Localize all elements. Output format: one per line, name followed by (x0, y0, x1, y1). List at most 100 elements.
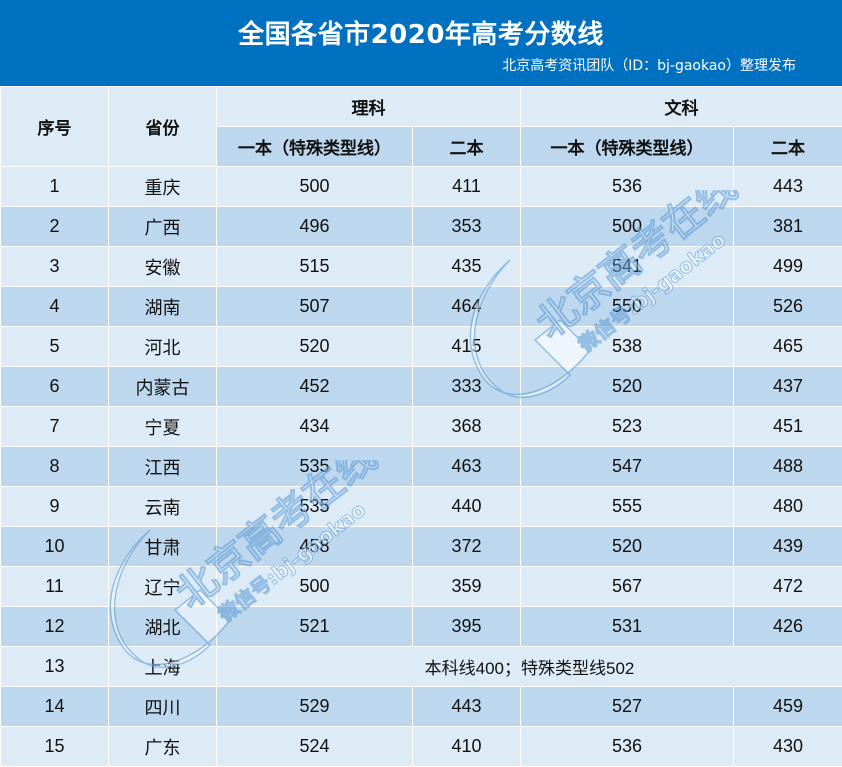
page-title: 全国各省市2020年高考分数线 (238, 20, 604, 50)
cell-province: 宁夏 (108, 406, 217, 447)
cell-arts-tier1: 536 (520, 166, 734, 207)
cell-arts-tier2: 381 (733, 206, 842, 247)
cell-science-tier2: 368 (412, 406, 521, 447)
table-row: 1 重庆 500 411 536 443 (0, 166, 842, 207)
cell-index: 4 (0, 286, 109, 327)
table-row: 10 甘肃 458 372 520 439 (0, 526, 842, 567)
cell-province: 江西 (108, 446, 217, 487)
header-province: 省份 (108, 86, 217, 167)
table-row: 12 湖北 521 395 531 426 (0, 606, 842, 647)
cell-arts-tier1: 520 (520, 366, 734, 407)
cell-province: 上海 (108, 646, 217, 687)
table-row: 15 广东 524 410 536 430 (0, 726, 842, 767)
cell-science-tier1: 529 (216, 686, 413, 727)
cell-arts-tier1: 531 (520, 606, 734, 647)
cell-arts-tier1: 500 (520, 206, 734, 247)
cell-science-tier1: 500 (216, 166, 413, 207)
cell-science-tier1: 458 (216, 526, 413, 567)
cell-science-tier1: 496 (216, 206, 413, 247)
cell-note: 本科线400；特殊类型线502 (216, 646, 842, 687)
cell-arts-tier2: 430 (733, 726, 842, 767)
cell-province: 甘肃 (108, 526, 217, 567)
cell-arts-tier2: 480 (733, 486, 842, 527)
cell-province: 四川 (108, 686, 217, 727)
cell-index: 9 (0, 486, 109, 527)
cell-index: 12 (0, 606, 109, 647)
cell-science-tier1: 521 (216, 606, 413, 647)
cell-province: 安徽 (108, 246, 217, 287)
cell-science-tier2: 411 (412, 166, 521, 207)
cell-science-tier1: 535 (216, 486, 413, 527)
cell-science-tier2: 443 (412, 686, 521, 727)
header-arts-tier2: 二本 (733, 126, 842, 167)
cell-province: 辽宁 (108, 566, 217, 607)
cell-index: 7 (0, 406, 109, 447)
header-science: 理科 (216, 86, 521, 127)
table-row: 14 四川 529 443 527 459 (0, 686, 842, 727)
table-row: 7 宁夏 434 368 523 451 (0, 406, 842, 447)
cell-arts-tier2: 459 (733, 686, 842, 727)
cell-arts-tier2: 443 (733, 166, 842, 207)
cell-arts-tier1: 550 (520, 286, 734, 327)
cell-science-tier2: 464 (412, 286, 521, 327)
cell-index: 8 (0, 446, 109, 487)
cell-science-tier1: 500 (216, 566, 413, 607)
cell-index: 1 (0, 166, 109, 207)
cell-index: 15 (0, 726, 109, 767)
cell-arts-tier2: 499 (733, 246, 842, 287)
table-row: 11 辽宁 500 359 567 472 (0, 566, 842, 607)
cell-arts-tier2: 426 (733, 606, 842, 647)
cell-arts-tier1: 527 (520, 686, 734, 727)
cell-science-tier2: 333 (412, 366, 521, 407)
table-row: 3 安徽 515 435 541 499 (0, 246, 842, 287)
header-arts: 文科 (520, 86, 842, 127)
header-index: 序号 (0, 86, 109, 167)
cell-science-tier2: 410 (412, 726, 521, 767)
cell-arts-tier1: 567 (520, 566, 734, 607)
cell-index: 14 (0, 686, 109, 727)
table-row: 4 湖南 507 464 550 526 (0, 286, 842, 327)
page-subtitle: 北京高考资讯团队（ID：bj-gaokao）整理发布 (502, 58, 796, 74)
cell-arts-tier1: 520 (520, 526, 734, 567)
cell-arts-tier2: 437 (733, 366, 842, 407)
cell-science-tier2: 359 (412, 566, 521, 607)
cell-arts-tier1: 538 (520, 326, 734, 367)
cell-science-tier1: 524 (216, 726, 413, 767)
cell-index: 3 (0, 246, 109, 287)
header-science-tier2: 二本 (412, 126, 521, 167)
cell-index: 6 (0, 366, 109, 407)
table-row: 9 云南 535 440 555 480 (0, 486, 842, 527)
cell-index: 10 (0, 526, 109, 567)
cell-arts-tier1: 536 (520, 726, 734, 767)
cell-province: 广东 (108, 726, 217, 767)
cell-science-tier1: 535 (216, 446, 413, 487)
cell-arts-tier1: 555 (520, 486, 734, 527)
cell-province: 河北 (108, 326, 217, 367)
cell-arts-tier2: 488 (733, 446, 842, 487)
table-row: 2 广西 496 353 500 381 (0, 206, 842, 247)
cell-index: 2 (0, 206, 109, 247)
cell-science-tier2: 435 (412, 246, 521, 287)
cell-science-tier2: 415 (412, 326, 521, 367)
table-row: 13 上海 本科线400；特殊类型线502 (0, 646, 842, 687)
cell-science-tier2: 372 (412, 526, 521, 567)
cell-science-tier2: 463 (412, 446, 521, 487)
cell-province: 内蒙古 (108, 366, 217, 407)
cell-province: 广西 (108, 206, 217, 247)
cell-arts-tier1: 541 (520, 246, 734, 287)
cell-arts-tier1: 523 (520, 406, 734, 447)
cell-arts-tier1: 547 (520, 446, 734, 487)
cell-science-tier1: 520 (216, 326, 413, 367)
cell-science-tier1: 434 (216, 406, 413, 447)
header-science-tier1: 一本（特殊类型线） (216, 126, 413, 167)
cell-arts-tier2: 451 (733, 406, 842, 447)
cell-science-tier2: 440 (412, 486, 521, 527)
cell-index: 13 (0, 646, 109, 687)
cell-science-tier1: 452 (216, 366, 413, 407)
cell-arts-tier2: 439 (733, 526, 842, 567)
cell-province: 湖南 (108, 286, 217, 327)
title-banner: 全国各省市2020年高考分数线 北京高考资讯团队（ID：bj-gaokao）整理… (0, 0, 842, 86)
cell-science-tier2: 395 (412, 606, 521, 647)
cell-science-tier1: 515 (216, 246, 413, 287)
